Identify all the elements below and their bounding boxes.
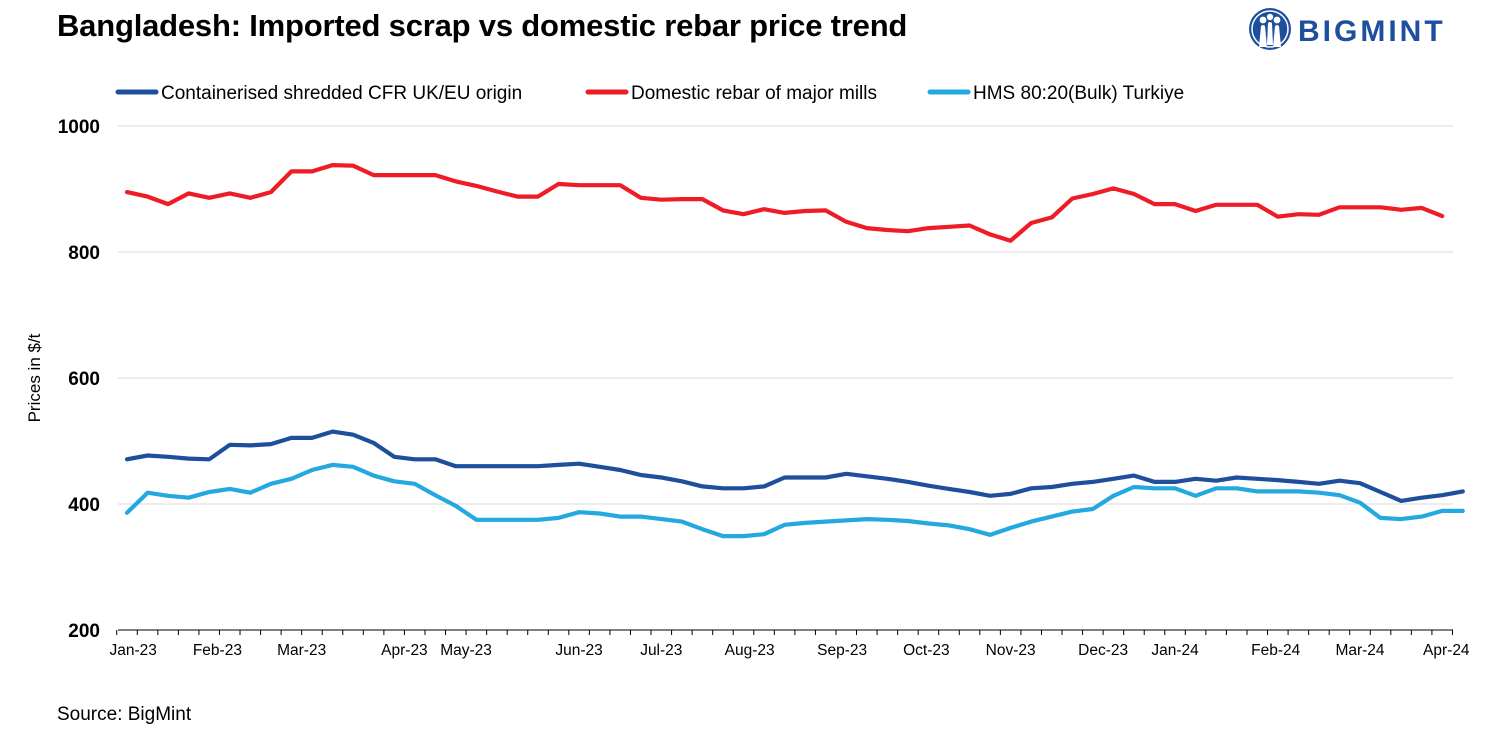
y-tick-label: 600 [68, 369, 100, 390]
x-tick-label: Feb-24 [1251, 642, 1300, 659]
bigmint-logo: BIGMINT [1248, 5, 1478, 55]
x-tick-label: Dec-23 [1078, 642, 1128, 659]
x-tick-label: Sep-23 [817, 642, 867, 659]
y-tick-label: 800 [68, 243, 100, 264]
gridlines [118, 125, 1453, 505]
chart-title: Bangladesh: Imported scrap vs domestic r… [57, 8, 908, 43]
x-tick-label: Apr-23 [381, 642, 428, 659]
legend-label: Domestic rebar of major mills [631, 83, 877, 104]
legend: Containerised shredded CFR UK/EU origin D… [115, 83, 1184, 104]
legend-label: HMS 80:20(Bulk) Turkiye [973, 83, 1184, 104]
series-2 [124, 163, 1445, 243]
people-logo-icon [1249, 8, 1291, 50]
series-1 [124, 429, 1465, 503]
y-axis-label: Prices in $/t [25, 333, 44, 422]
x-tick-labels: Jan-23 Feb-23 Mar-23 Apr-23 May-23 Jun-23 Jul-… [109, 642, 1469, 659]
x-tick-label: Oct-23 [903, 642, 950, 659]
series-lines [124, 163, 1465, 539]
source-note: Source: BigMint [57, 704, 192, 725]
brand-name: BIGMINT [1298, 15, 1446, 48]
legend-item: HMS 80:20(Bulk) Turkiye [927, 83, 1184, 104]
y-tick-label: 200 [68, 621, 100, 642]
x-tick-label: Apr-24 [1423, 642, 1470, 659]
y-axis: 200 400 600 800 1000 [58, 117, 100, 642]
x-tick-label: Nov-23 [986, 642, 1036, 659]
x-tick-label: May-23 [440, 642, 492, 659]
series-3 [124, 462, 1465, 539]
x-tick-label: Jul-23 [640, 642, 682, 659]
legend-label: Containerised shredded CFR UK/EU origin [161, 83, 522, 104]
x-axis [116, 629, 1453, 635]
x-tick-label: Aug-23 [725, 642, 775, 659]
legend-item: Domestic rebar of major mills [585, 83, 877, 104]
series-line [124, 163, 1445, 243]
x-tick-label: Jan-23 [109, 642, 156, 659]
series-line [124, 429, 1465, 503]
x-tick-label: Jan-24 [1151, 642, 1199, 659]
x-tick-label: Jun-23 [555, 642, 602, 659]
x-tick-label: Feb-23 [193, 642, 242, 659]
series-line [124, 462, 1465, 539]
x-tick-label: Mar-23 [277, 642, 326, 659]
x-tick-label: Mar-24 [1335, 642, 1384, 659]
legend-item: Containerised shredded CFR UK/EU origin [115, 83, 522, 104]
y-tick-label: 400 [68, 495, 100, 516]
y-tick-label: 1000 [58, 117, 100, 138]
